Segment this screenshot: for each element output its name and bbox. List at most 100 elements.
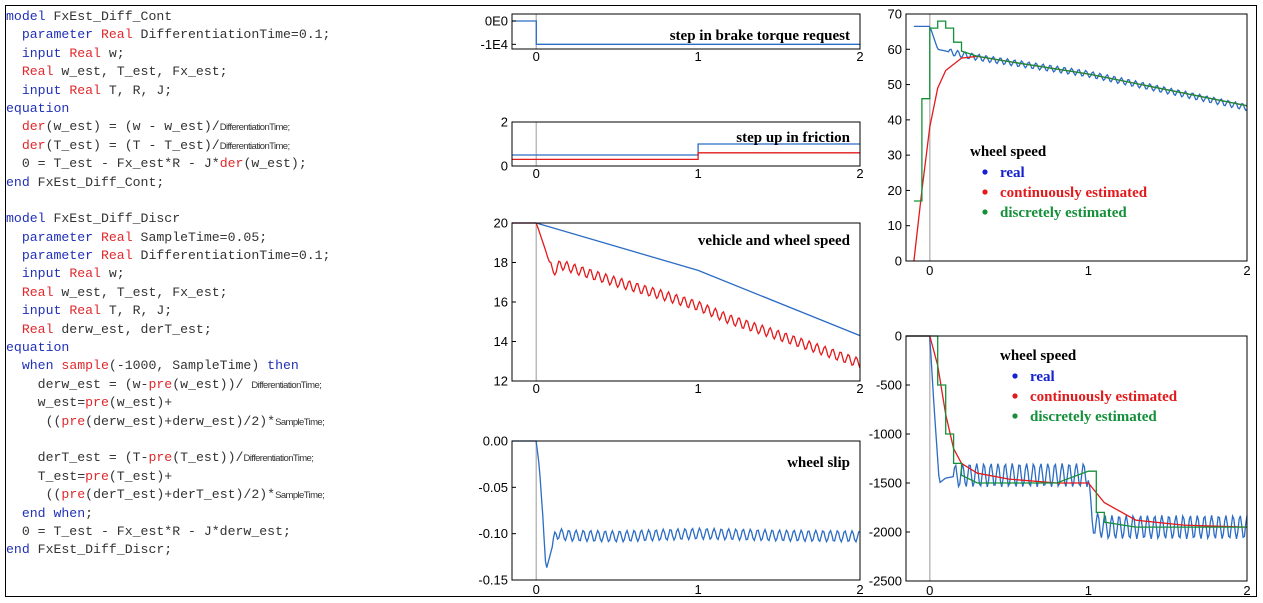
code-token: pre <box>148 376 173 392</box>
plot-frame <box>905 13 1248 262</box>
code-token: derw_est = (w- <box>6 376 149 392</box>
series-line <box>512 222 861 369</box>
y-tick-label: 40 <box>888 112 902 127</box>
code-token: (T_est))/ <box>172 450 244 466</box>
y-tick-label: 10 <box>888 218 902 233</box>
legend-bullet <box>1012 393 1018 399</box>
code-token: input <box>6 266 70 282</box>
x-tick-label: 0 <box>533 49 540 64</box>
code-token: SampleTime=0.05; <box>132 229 268 245</box>
figure-frame <box>5 5 1257 597</box>
code-line: 0 = T_est - Fx_est*R - J*der(w_est); <box>6 155 476 173</box>
code-token: model <box>6 211 54 227</box>
plot-frame <box>511 121 861 167</box>
code-token: w_est, T_est, Fx_est; <box>53 284 228 300</box>
y-tick-label: 50 <box>888 77 902 92</box>
y-tick-label: -0.15 <box>478 573 508 588</box>
code-token: ; <box>85 505 94 521</box>
code-token: derw_est, derT_est; <box>53 321 212 337</box>
x-tick-label: 0 <box>533 166 540 181</box>
code-token: (T_est)+ <box>108 468 173 484</box>
code-token: der <box>219 156 244 172</box>
code-line: parameter Real SampleTime=0.05; <box>6 229 476 247</box>
series-line <box>512 20 860 45</box>
code-token: (( <box>6 413 62 429</box>
code-token: (T_est) = (T - T_est)/ <box>45 137 220 153</box>
y-tick-label: -2000 <box>869 525 902 540</box>
legend-bullet <box>982 169 988 175</box>
code-token: pre <box>85 468 109 484</box>
x-tick-label: 1 <box>695 582 702 597</box>
code-token: sample <box>61 358 109 374</box>
code-token: Real <box>100 248 133 264</box>
code-line: end FxEst_Diff_Cont; <box>6 174 476 192</box>
code-token: w; <box>100 266 125 282</box>
code-line: equation <box>6 339 476 357</box>
code-token: w; <box>100 45 125 61</box>
code-token: input <box>6 303 70 319</box>
code-token: DifferentiationTime; <box>219 140 290 152</box>
chart-title: step up in friction <box>736 130 850 146</box>
code-token: 0 = T_est - Fx_est*R - J*derw_est; <box>6 523 291 539</box>
code-token: DifferentiationTime=0.1; <box>132 27 331 43</box>
code-token: DifferentiationTime; <box>219 122 290 134</box>
code-token: (w_est))/ <box>172 376 252 392</box>
code-line: end FxEst_Diff_Discr; <box>6 541 476 559</box>
legend-title: wheel speed <box>1000 348 1077 364</box>
series-line <box>913 20 1248 202</box>
code-line: 0 = T_est - Fx_est*R - J*derw_est; <box>6 523 476 541</box>
plot-frame <box>905 335 1248 582</box>
y-tick-label: 30 <box>888 148 902 163</box>
code-token: pre <box>61 413 86 429</box>
code-line: der(T_est) = (T - T_est)/Differentiation… <box>6 137 476 155</box>
legend-bullet <box>1012 413 1018 419</box>
x-tick-label: 1 <box>1085 583 1092 598</box>
code-token: Real <box>6 64 54 80</box>
x-tick-label: 1 <box>695 166 702 181</box>
plot-frame <box>511 13 861 50</box>
code-token: equation <box>6 340 70 356</box>
legend-bullet <box>982 209 988 215</box>
y-tick-label: 20 <box>494 216 508 231</box>
series-line <box>906 335 1248 528</box>
code-token: equation <box>6 100 70 116</box>
code-token: then <box>267 358 299 374</box>
code-token: (-1000, SampleTime) <box>108 358 268 374</box>
code-line: derT_est = (T-pre(T_est))/Differentiatio… <box>6 449 476 467</box>
code-token: w_est= <box>6 395 86 411</box>
code-token: (derw_est)+derw_est)/2)* <box>85 413 276 429</box>
code-token: parameter <box>6 27 101 43</box>
code-token: pre <box>148 450 173 466</box>
series-line <box>906 335 1247 528</box>
code-token: DifferentiationTime=0.1; <box>132 248 331 264</box>
y-tick-label: 12 <box>494 374 508 389</box>
code-token: Real <box>69 45 101 61</box>
modelica-code: model FxEst_Diff_Cont parameter Real Dif… <box>6 8 476 598</box>
x-tick-label: 2 <box>856 582 863 597</box>
series-line <box>913 55 1248 262</box>
y-tick-label: 0E0 <box>485 14 508 29</box>
code-token: FxEst_Diff_Discr; <box>37 542 173 558</box>
y-tick-label: 60 <box>888 42 902 57</box>
code-line: T_est=pre(T_est)+ <box>6 468 476 486</box>
code-token: (derT_est)+derT_est)/2)* <box>85 487 276 503</box>
code-token: T, R, J; <box>100 82 173 98</box>
y-tick-label: 18 <box>494 255 508 270</box>
y-tick-label: -1000 <box>869 427 902 442</box>
code-line: input Real T, R, J; <box>6 302 476 320</box>
code-token: SampleTime; <box>275 490 325 502</box>
code-token: end <box>6 542 38 558</box>
code-token: T_est= <box>6 468 86 484</box>
x-tick-label: 2 <box>856 166 863 181</box>
legend-item: real <box>1000 165 1025 181</box>
code-line: der(w_est) = (w - w_est)/Differentiation… <box>6 118 476 136</box>
code-line: w_est=pre(w_est)+ <box>6 394 476 412</box>
y-tick-label: -0.05 <box>478 480 508 495</box>
legend-bullet <box>982 189 988 195</box>
code-token: parameter <box>6 248 101 264</box>
legend-item: discretely estimated <box>1030 409 1157 425</box>
code-line: ((pre(derw_est)+derw_est)/2)*SampleTime; <box>6 413 476 431</box>
y-tick-label: 16 <box>494 295 508 310</box>
code-token: pre <box>61 487 86 503</box>
